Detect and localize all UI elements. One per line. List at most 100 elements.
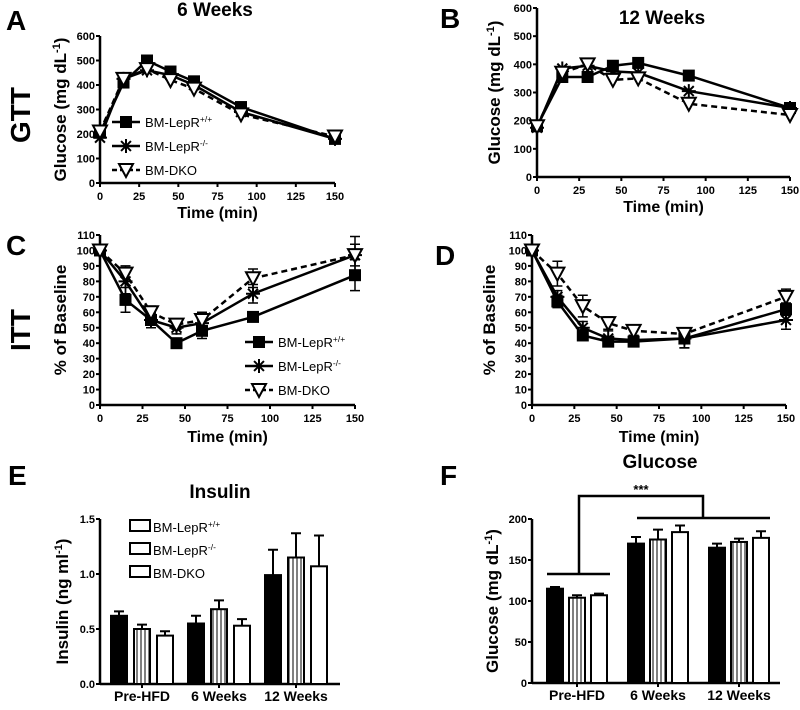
x-axis-label: Time (min) <box>619 429 700 446</box>
panel-letter-a: A <box>6 5 26 36</box>
square-marker <box>349 269 361 282</box>
y-tick-label: 80 <box>83 276 95 288</box>
significance-bracket <box>547 494 770 576</box>
y-tick-label: 30 <box>83 354 95 366</box>
x-tick-label: 125 <box>303 413 321 425</box>
bar <box>627 542 645 684</box>
row-label-itt: ITT <box>5 309 36 351</box>
x-axis-label: Time (min) <box>177 205 258 222</box>
asterisk-marker <box>575 320 590 335</box>
asterisk-marker <box>252 359 266 373</box>
square-marker <box>247 310 259 323</box>
legend-swatch <box>129 542 151 555</box>
legend-label: BM-LepR-/- <box>153 542 216 558</box>
y-tick-label: 70 <box>515 292 527 304</box>
chart-panel-c: 0 10 20 30 40 50 60 70 80 90 100 110 % of Baseline 0 2… <box>51 230 364 446</box>
panel-letter-e: E <box>8 460 27 491</box>
series-line <box>99 249 356 326</box>
panel-letter-d: D <box>435 240 455 271</box>
square-marker <box>682 69 695 82</box>
y-tick-label: 500 <box>77 56 95 68</box>
x-tick-label: 6 Weeks <box>191 688 247 704</box>
x-tick-label: 0 <box>529 413 535 425</box>
y-tick-label: 100 <box>509 245 527 257</box>
bar <box>264 574 282 685</box>
square-marker <box>119 293 132 306</box>
y-tick-label: 10 <box>83 385 95 397</box>
square-marker <box>576 329 589 342</box>
error-bar <box>675 524 685 533</box>
chart-title: 6 Weeks <box>177 0 253 21</box>
bar <box>752 536 770 684</box>
square-marker <box>253 336 265 348</box>
series-line <box>98 249 356 345</box>
x-tick-label: 25 <box>568 413 580 425</box>
series-line <box>535 61 791 127</box>
x-tick-label: 100 <box>247 191 265 203</box>
y-axis-label: Glucose (mg dL-1) <box>485 21 504 165</box>
bar <box>110 614 128 685</box>
y-tick-label: 300 <box>514 88 532 100</box>
legend-swatch <box>129 565 151 578</box>
panel-letter-c: C <box>6 230 26 261</box>
square-marker <box>581 71 594 84</box>
bar <box>671 531 689 684</box>
y-tick-label: 0 <box>89 178 95 190</box>
series-line <box>99 249 356 330</box>
bar <box>187 622 205 685</box>
y-tick-label: 300 <box>77 105 95 117</box>
triangle-down-marker <box>185 81 203 98</box>
triangle-down-marker <box>777 289 795 306</box>
square-marker <box>780 303 792 316</box>
triangle-down-marker <box>167 317 186 334</box>
asterisk-marker <box>779 313 793 327</box>
y-tick-label: 1.0 <box>80 569 95 581</box>
x-tick-label: 150 <box>326 191 344 203</box>
asterisk-marker <box>119 139 133 153</box>
triangle-down-marker <box>326 129 344 146</box>
y-tick-label: 0 <box>521 678 527 690</box>
triangle-down-marker <box>138 62 156 79</box>
triangle-down-marker <box>250 383 268 400</box>
y-tick-label: 0.5 <box>80 624 95 636</box>
legend-label: BM-LepR-/- <box>145 138 208 154</box>
error-bar <box>631 536 641 544</box>
y-tick-label: 90 <box>83 261 95 273</box>
triangle-down-marker <box>629 71 647 88</box>
triangle-down-marker <box>680 96 698 113</box>
x-tick-label: 150 <box>777 413 795 425</box>
x-tick-label: 150 <box>346 413 364 425</box>
x-tick-label: 75 <box>657 185 669 197</box>
bar <box>546 587 564 685</box>
y-tick-label: 20 <box>515 369 527 381</box>
asterisk-marker <box>246 286 260 301</box>
x-tick-label: 100 <box>261 413 279 425</box>
y-tick-label: 60 <box>515 307 527 319</box>
y-tick-label: 80 <box>515 276 527 288</box>
y-tick-label: 0 <box>89 400 95 412</box>
triangle-down-marker <box>91 124 109 141</box>
y-tick-label: 100 <box>509 596 527 608</box>
series-line <box>98 69 336 141</box>
legend-label: BM-LepR+/+ <box>145 114 212 130</box>
triangle-down-marker <box>604 72 622 89</box>
legend-swatch <box>129 519 151 532</box>
row-label-gtt: GTT <box>5 87 36 143</box>
x-tick-label: 25 <box>573 185 585 197</box>
significance-label: *** <box>633 482 649 497</box>
chart-title: 12 Weeks <box>619 8 705 29</box>
square-marker <box>632 56 645 69</box>
y-tick-label: 100 <box>77 245 95 257</box>
triangle-down-marker <box>599 316 617 333</box>
square-marker <box>120 116 132 128</box>
y-tick-label: 50 <box>83 323 95 335</box>
y-tick-label: 500 <box>514 31 532 43</box>
triangle-down-marker <box>675 326 694 344</box>
x-tick-label: 100 <box>696 185 714 197</box>
y-axis-label: Glucose (mg dL-1) <box>51 38 70 182</box>
panel-letter-b: B <box>440 3 460 34</box>
x-tick-label: 75 <box>221 413 233 425</box>
asterisk-marker <box>601 331 616 346</box>
